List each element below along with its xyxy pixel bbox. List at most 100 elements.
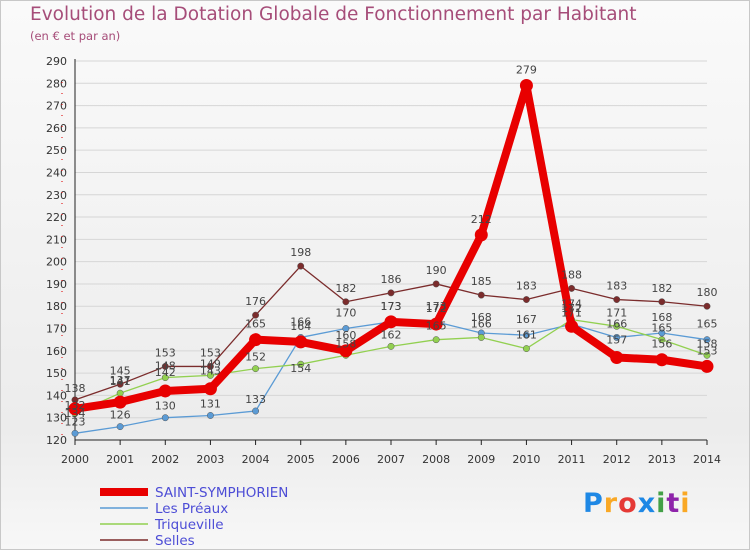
data-point [158,384,172,398]
data-label: 160 [335,329,356,342]
data-point [613,296,621,303]
data-point [116,380,124,388]
data-point [477,291,485,299]
data-point [700,359,714,373]
data-label: 180 [697,286,718,299]
data-point [613,333,621,341]
data-label: 148 [155,360,176,373]
legend-label: Triqueville [154,517,224,533]
x-tick-label: 2014 [693,453,721,466]
data-label: 165 [245,318,266,331]
data-label: 132 [65,399,86,412]
y-tick-label: 280 [46,77,67,90]
data-label: 165 [697,318,718,331]
data-point [519,79,533,93]
data-label: 188 [561,268,582,281]
data-point [658,329,666,337]
logo-letter: i [680,488,691,519]
data-label: 152 [245,351,266,364]
data-label: 185 [471,275,492,288]
logo-letter: i [656,488,667,519]
data-point [429,317,443,331]
x-tick-label: 2006 [332,453,360,466]
y-tick-label: 270 [46,100,67,113]
y-tick-label: 220 [46,211,67,224]
data-label: 182 [651,282,672,295]
data-label: 212 [471,213,492,226]
x-tick-label: 2010 [512,453,540,466]
data-point [342,325,350,332]
y-tick-label: 260 [46,122,67,135]
x-tick-label: 2012 [603,453,631,466]
data-point [384,315,398,329]
data-label: 153 [200,346,221,359]
data-label: 126 [110,409,131,422]
x-tick-label: 2004 [242,453,270,466]
data-label: 131 [200,397,221,410]
logo-letter: x [637,488,657,519]
data-label: 158 [697,337,718,350]
data-label: 145 [110,364,131,377]
proxiti-logo: Proxiti [583,488,691,519]
data-point [294,335,308,349]
data-label: 183 [606,280,627,293]
data-label: 198 [290,246,311,259]
data-label: 133 [245,393,266,406]
data-point [297,262,305,270]
chart-subtitle: (en € et par an) [30,29,121,43]
data-label: 173 [426,300,447,313]
data-point [387,342,395,350]
data-point [206,362,214,370]
data-point [565,319,579,333]
y-tick-label: 170 [46,323,67,336]
data-label: 172 [561,302,582,315]
data-point [339,344,353,358]
x-tick-label: 2007 [377,453,405,466]
data-point [658,336,666,344]
x-tick-label: 2005 [287,453,315,466]
logo-letter: o [618,488,638,519]
data-point [252,311,260,319]
data-point [68,402,82,416]
data-point [161,414,169,422]
data-point [522,296,530,303]
data-label: 167 [516,313,537,326]
data-label: 279 [516,64,537,77]
data-point [161,362,169,370]
x-tick-label: 2002 [151,453,179,466]
y-tick-label: 150 [46,367,67,380]
data-label: 173 [381,300,402,313]
data-label: 183 [516,280,537,293]
data-point [116,389,124,397]
data-point [522,345,530,353]
legend-label: Selles [155,533,195,549]
data-label: 164 [290,320,311,333]
data-label: 141 [110,375,131,388]
x-tick-label: 2003 [196,453,224,466]
y-tick-label: 140 [46,389,67,402]
data-point [161,374,169,382]
y-tick-label: 130 [46,412,67,425]
data-label: 166 [606,317,627,330]
data-label: 190 [426,264,447,277]
data-point [387,289,395,297]
data-label: 162 [381,328,402,341]
data-label: 142 [155,366,176,379]
data-label: 153 [155,346,176,359]
y-tick-label: 250 [46,144,67,157]
y-tick-label: 240 [46,166,67,179]
data-label: 143 [200,365,221,378]
data-point [477,333,485,341]
data-point [658,298,666,306]
y-tick-label: 120 [46,434,67,447]
data-label: 171 [606,306,627,319]
data-point [206,412,214,419]
data-label: 123 [65,415,86,428]
data-label: 154 [290,362,311,375]
y-tick-label: 200 [46,256,67,269]
data-point [703,351,711,359]
data-label: 168 [651,311,672,324]
data-point [474,228,488,242]
data-label: 157 [606,334,627,347]
